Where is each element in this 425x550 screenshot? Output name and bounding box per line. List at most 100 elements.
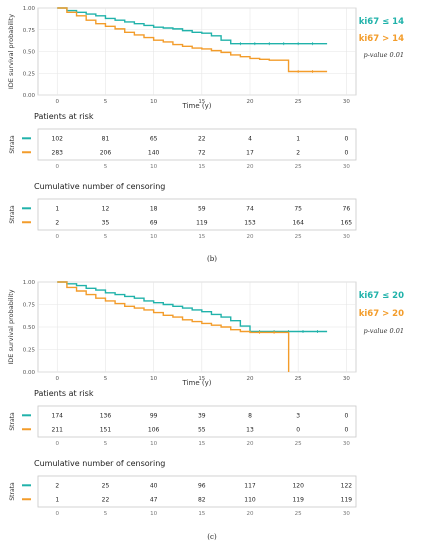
panel2-censor-table-cell: 96 bbox=[198, 482, 206, 489]
panel1-risk-table-x-tick-label: 20 bbox=[247, 164, 254, 170]
panel2-censor-table-title: Cumulative number of censoring bbox=[34, 459, 165, 468]
panel1-risk-table-cell: 65 bbox=[150, 135, 158, 142]
panel2-legend-entry-2: ki67 > 20 bbox=[359, 309, 404, 319]
panel1-censor-table-cell: 75 bbox=[294, 205, 302, 212]
panel1-censor-table-cell: 74 bbox=[246, 205, 254, 212]
panel2-x-axis-label: Time (y) bbox=[182, 379, 212, 387]
panel2-censor-table-cell: 82 bbox=[198, 496, 206, 503]
panel1-risk-table-cell: 22 bbox=[198, 135, 206, 142]
panel2-censor-table-cell: 2 bbox=[55, 482, 59, 489]
panel2-censor-table-cell: 119 bbox=[341, 496, 353, 503]
panel2-y-tick-label: 0.50 bbox=[23, 325, 36, 331]
panel1-censor-table-frame bbox=[37, 198, 357, 231]
panel1-legend-entry-2: ki67 > 14 bbox=[359, 34, 404, 44]
panel2-risk-table-cell: 174 bbox=[52, 412, 64, 419]
panel2-censor-table-cell: 22 bbox=[102, 496, 110, 503]
panel2-risk-table-cell: 0 bbox=[344, 426, 348, 433]
panel2-censor-table-frame bbox=[37, 475, 357, 508]
panel2-censor-table-cell: 1 bbox=[55, 496, 59, 503]
panel2-risk-table-x-tick-label: 10 bbox=[150, 441, 157, 447]
panel2-censor-table-cell: 25 bbox=[102, 482, 110, 489]
panel2-series-1-curve bbox=[57, 281, 328, 333]
panel2-pvalue: p-value 0.01 bbox=[363, 327, 404, 335]
panel1-x-tick-label: 25 bbox=[295, 99, 302, 105]
panel2-x-tick-label: 10 bbox=[150, 376, 157, 382]
panel1-risk-table-cell: 140 bbox=[148, 149, 160, 156]
panel2-legend-entry-1: ki67 ≤ 20 bbox=[359, 291, 404, 301]
panel2-censor-table-cell: 47 bbox=[150, 496, 158, 503]
panel1-risk-table-cell: 1 bbox=[296, 135, 300, 142]
panel1-x-tick-label: 20 bbox=[247, 99, 254, 105]
panel1-censor-table-title: Cumulative number of censoring bbox=[34, 182, 165, 191]
panel1-x-tick-label: 5 bbox=[104, 99, 108, 105]
panel2-risk-table-cell: 0 bbox=[344, 412, 348, 419]
panel1-risk-table-frame bbox=[37, 128, 357, 161]
panel2-risk-table-cell: 55 bbox=[198, 426, 206, 433]
panel1-censor-table-cell: 119 bbox=[196, 219, 208, 226]
panel1-risk-table-cell: 4 bbox=[248, 135, 252, 142]
panel2-y-tick-label: 0.00 bbox=[23, 370, 36, 376]
panel1-risk-table-cell: 206 bbox=[100, 149, 112, 156]
panel2-risk-table-x-tick-label: 15 bbox=[198, 441, 205, 447]
panel2-y-tick-label: 0.75 bbox=[23, 303, 36, 309]
panel2-y-axis-label: IDE survival probability bbox=[7, 289, 15, 364]
panel1-risk-table-x-tick-label: 10 bbox=[150, 164, 157, 170]
panel2-risk-table-cell: 151 bbox=[100, 426, 112, 433]
panel1-risk-table-cell: 17 bbox=[246, 149, 254, 156]
panel2-risk-table-frame bbox=[37, 405, 357, 438]
panel2-censor-table-strata-label: Strata bbox=[9, 482, 16, 501]
panel1-legend-entry-1: ki67 ≤ 14 bbox=[359, 17, 404, 27]
panel1-risk-table-strata-label: Strata bbox=[9, 135, 16, 154]
panel1-caption: (b) bbox=[207, 255, 217, 263]
panel2-risk-table-cell: 13 bbox=[246, 426, 254, 433]
panel2-censor-table-cell: 119 bbox=[292, 496, 304, 503]
panel2-censor-table-cell: 40 bbox=[150, 482, 158, 489]
panel2-risk-table-cell: 211 bbox=[52, 426, 64, 433]
panel1-risk-table-cell: 0 bbox=[344, 149, 348, 156]
panel2-x-tick-label: 20 bbox=[247, 376, 254, 382]
panel2-y-tick-label: 0.25 bbox=[23, 348, 36, 354]
panel2-x-tick-label: 5 bbox=[104, 376, 108, 382]
panel1-censor-table-cell: 12 bbox=[102, 205, 110, 212]
panel1-series-2-curve bbox=[57, 7, 328, 73]
panel2-censor-table-x-tick-label: 15 bbox=[198, 511, 205, 517]
panel2-y-tick-label: 1.00 bbox=[23, 280, 36, 286]
panel1-x-tick-label: 10 bbox=[150, 99, 157, 105]
panel2-risk-table-cell: 106 bbox=[148, 426, 160, 433]
panel1-censor-table-cell: 153 bbox=[244, 219, 256, 226]
panel1-risk-table-cell: 0 bbox=[344, 135, 348, 142]
panel1-censor-table-x-tick-label: 10 bbox=[150, 234, 157, 240]
panel1-censor-table-strata-label: Strata bbox=[9, 205, 16, 224]
panel1-risk-table-cell: 81 bbox=[102, 135, 110, 142]
panel1-x-axis-label: Time (y) bbox=[182, 102, 212, 110]
panel2-censor-table-x-tick-label: 0 bbox=[56, 511, 60, 517]
panel1-y-tick-label: 0.75 bbox=[23, 28, 36, 34]
panel1-censor-table-cell: 1 bbox=[55, 205, 59, 212]
panel1-censor-table-cell: 35 bbox=[102, 219, 110, 226]
panel2-risk-table-cell: 3 bbox=[296, 412, 300, 419]
panel1-risk-table-title: Patients at risk bbox=[34, 112, 94, 121]
panel1-censor-table-cell: 76 bbox=[343, 205, 351, 212]
panel2-censor-table-cell: 122 bbox=[341, 482, 353, 489]
panel2-risk-table-x-tick-label: 0 bbox=[56, 441, 60, 447]
panel2-x-tick-label: 30 bbox=[343, 376, 350, 382]
panel1-risk-table-x-tick-label: 5 bbox=[104, 164, 108, 170]
panel1-censor-table-cell: 18 bbox=[150, 205, 158, 212]
panel2-caption: (c) bbox=[207, 533, 217, 541]
panel1-risk-table-cell: 72 bbox=[198, 149, 206, 156]
panel1-x-tick-label: 15 bbox=[198, 99, 205, 105]
panel2-censor-table-cell: 120 bbox=[292, 482, 304, 489]
panel1-risk-table-cell: 283 bbox=[52, 149, 64, 156]
panel2-risk-table-x-tick-label: 25 bbox=[295, 441, 302, 447]
panel1-x-tick-label: 0 bbox=[56, 99, 60, 105]
panel1-y-tick-label: 1.00 bbox=[23, 6, 36, 12]
panel2-censor-table-x-tick-label: 10 bbox=[150, 511, 157, 517]
panel2-risk-table-cell: 136 bbox=[100, 412, 112, 419]
panel1-y-tick-label: 0.00 bbox=[23, 93, 36, 99]
panel1-x-tick-label: 30 bbox=[343, 99, 350, 105]
panel1-risk-table-x-tick-label: 30 bbox=[343, 164, 350, 170]
panel2-series-2-curve bbox=[57, 281, 290, 372]
panel2-risk-table-title: Patients at risk bbox=[34, 389, 94, 398]
panel2-risk-table-strata-label: Strata bbox=[9, 412, 16, 431]
